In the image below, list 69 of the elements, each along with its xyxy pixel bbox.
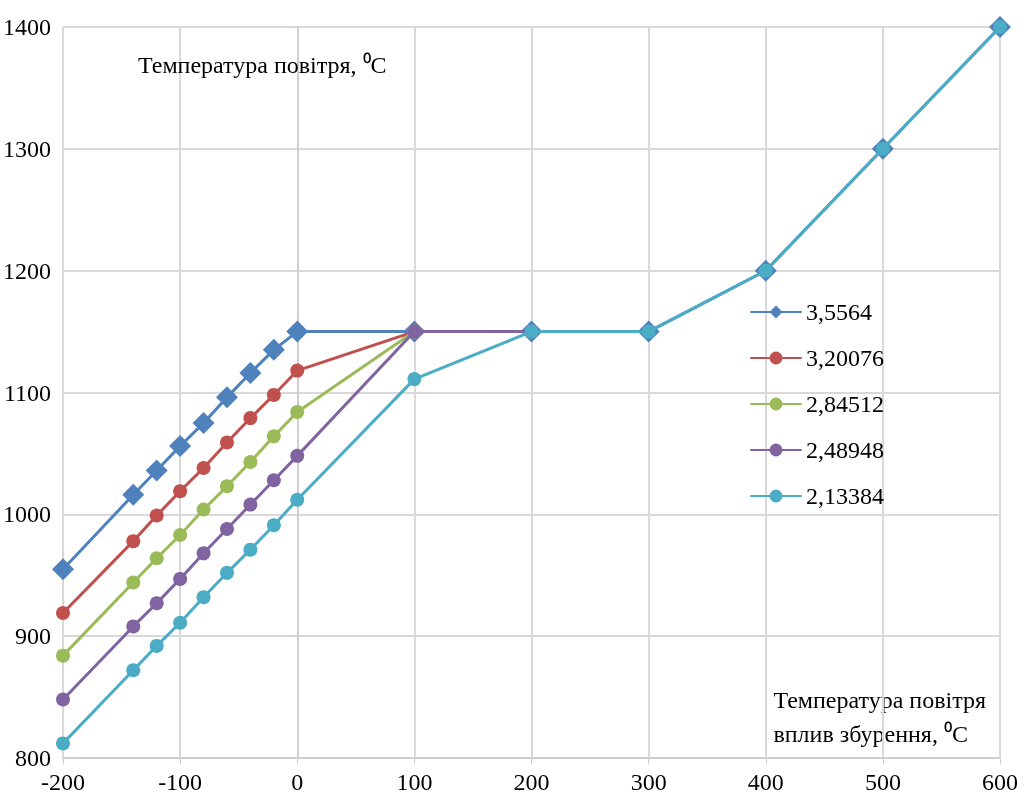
point — [149, 638, 164, 653]
point — [219, 435, 234, 450]
point — [239, 362, 262, 385]
point — [52, 558, 74, 581]
x-tick-label: 200 — [513, 769, 550, 795]
point — [126, 575, 141, 590]
point — [219, 521, 234, 536]
point — [173, 528, 188, 543]
point — [243, 454, 258, 469]
legend-label: 3,20076 — [806, 345, 884, 371]
point — [192, 411, 215, 434]
x-tick-label: 500 — [864, 769, 901, 795]
point — [262, 338, 285, 361]
point — [122, 483, 145, 506]
point — [266, 518, 281, 533]
point — [196, 590, 211, 605]
point — [266, 429, 281, 444]
point — [173, 484, 188, 499]
point — [286, 320, 309, 343]
point — [290, 405, 305, 419]
point — [196, 502, 211, 517]
point — [219, 565, 234, 580]
point — [290, 448, 305, 463]
point — [173, 615, 188, 630]
legend-label: 2,48948 — [806, 437, 884, 463]
point — [219, 479, 234, 494]
point — [56, 692, 70, 707]
legend-label: 3,5564 — [806, 299, 872, 325]
point — [149, 596, 164, 611]
point — [149, 508, 164, 523]
point — [266, 473, 281, 488]
point — [266, 387, 281, 402]
point — [56, 648, 70, 663]
point — [243, 542, 258, 557]
x-tick-label: 400 — [747, 769, 784, 795]
point — [56, 736, 70, 751]
y-tick-label: 1200 — [3, 257, 51, 284]
point — [145, 459, 168, 482]
legend-label: 2,13384 — [806, 483, 884, 509]
x-tick-label: 300 — [630, 769, 667, 795]
point — [290, 363, 305, 378]
point — [126, 663, 141, 678]
x-tick-label: -100 — [158, 769, 203, 795]
y-tick-label: 1400 — [3, 14, 51, 40]
point — [290, 492, 305, 507]
y-tick-label: 1100 — [3, 379, 51, 406]
point — [169, 435, 192, 458]
point — [215, 386, 238, 409]
point — [126, 619, 141, 634]
point — [407, 372, 422, 387]
y-tick-label: 1000 — [3, 501, 51, 528]
point — [243, 497, 258, 512]
x-tick-label: 100 — [396, 769, 433, 795]
point — [196, 546, 211, 561]
point — [196, 461, 211, 476]
point — [56, 606, 70, 621]
point — [149, 551, 164, 566]
point — [243, 411, 258, 426]
y-tick-label: 800 — [15, 745, 51, 771]
x-tick-label: 0 — [291, 769, 304, 795]
y-axis-title: Температура повітря, ⁰C — [138, 52, 387, 78]
x-tick-label: 600 — [982, 769, 1018, 795]
y-tick-label: 900 — [15, 623, 51, 650]
y-tick-label: 1300 — [3, 135, 51, 162]
point — [126, 534, 141, 549]
x-axis-title: Температура повітря вплив збурення, ⁰C — [773, 687, 987, 747]
point — [173, 571, 188, 586]
x-tick-label: -200 — [41, 769, 85, 795]
legend-label: 2,84512 — [806, 391, 884, 417]
